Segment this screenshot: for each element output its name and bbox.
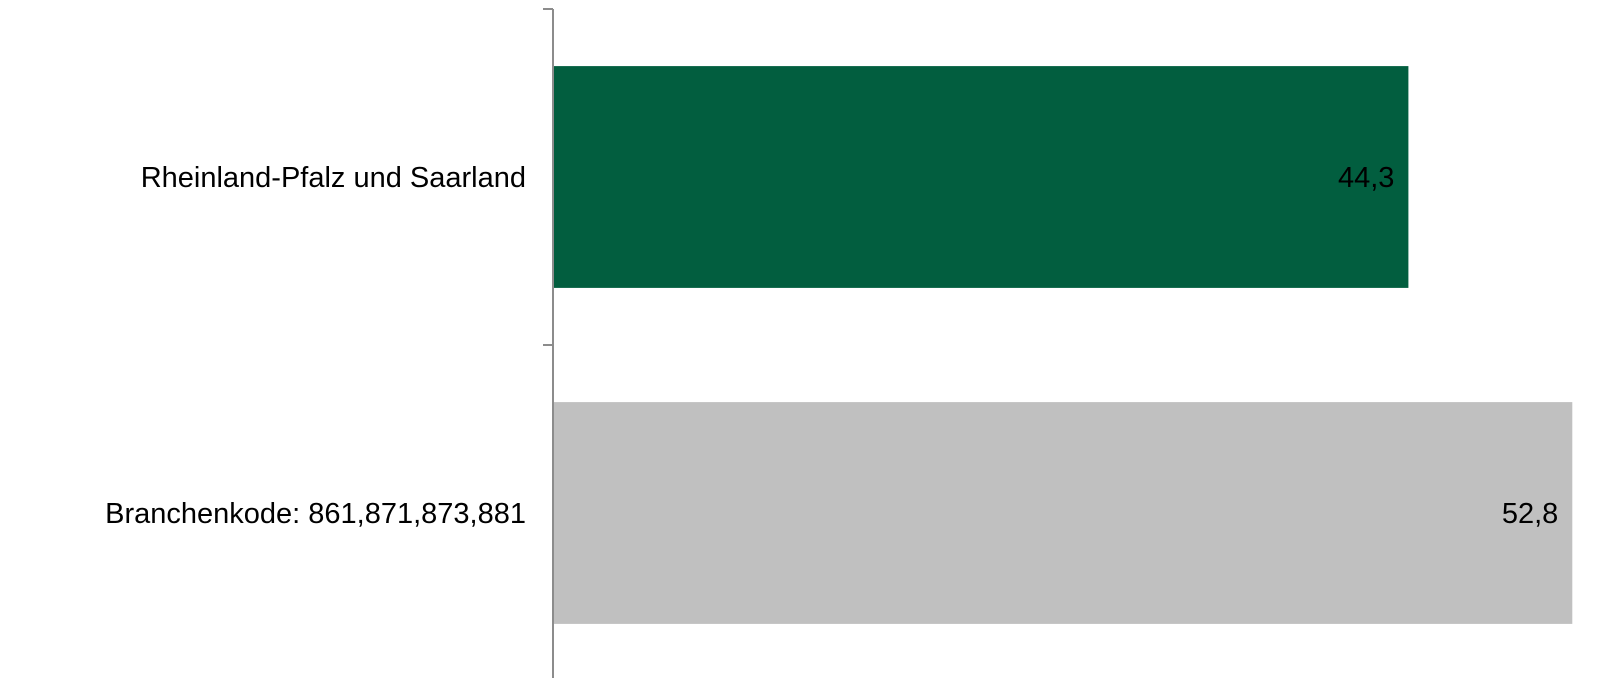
value-label-1: 44,3: [1338, 162, 1394, 194]
bars-group: [554, 66, 1573, 624]
labels-group: 44,3 Rheinland-Pfalz und Saarland 52,8 Bran…: [105, 162, 1558, 530]
category-label-1: Rheinland-Pfalz und Saarland: [141, 162, 526, 194]
value-label-2: 52,8: [1502, 498, 1558, 530]
category-axis: [543, 8, 554, 678]
bar-1: [554, 66, 1409, 288]
category-label-2: Branchenkode: 861,871,873,881: [105, 498, 526, 530]
bar-2: [554, 402, 1573, 624]
